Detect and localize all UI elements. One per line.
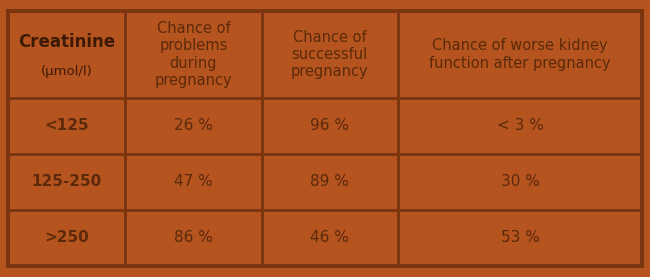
Bar (398, 210, 642, 266)
Bar (261, 154, 398, 210)
Bar (261, 11, 398, 98)
Bar (125, 154, 261, 210)
Text: 89 %: 89 % (310, 174, 349, 189)
Text: (μmol/l): (μmol/l) (40, 65, 92, 78)
Text: 46 %: 46 % (310, 230, 349, 245)
Bar (8, 11, 125, 98)
Bar (8, 98, 125, 154)
Bar (398, 98, 642, 154)
Text: 53 %: 53 % (500, 230, 540, 245)
Bar (398, 154, 642, 210)
Bar (398, 11, 642, 98)
Text: Chance of
successful
pregnancy: Chance of successful pregnancy (291, 30, 369, 79)
Text: Creatinine: Creatinine (18, 33, 115, 51)
Text: < 3 %: < 3 % (497, 118, 543, 133)
Text: 26 %: 26 % (174, 118, 213, 133)
Bar (8, 210, 125, 266)
Text: >250: >250 (44, 230, 89, 245)
Text: 47 %: 47 % (174, 174, 213, 189)
Text: 30 %: 30 % (500, 174, 540, 189)
Bar (125, 210, 261, 266)
Bar (125, 98, 261, 154)
Text: <125: <125 (44, 118, 89, 133)
Bar (261, 98, 398, 154)
Text: 96 %: 96 % (310, 118, 349, 133)
Text: Chance of worse kidney
function after pregnancy: Chance of worse kidney function after pr… (429, 38, 611, 71)
Text: 125-250: 125-250 (31, 174, 101, 189)
Bar (125, 11, 261, 98)
Bar (261, 210, 398, 266)
Bar (8, 154, 125, 210)
Text: Chance of
problems
during
pregnancy: Chance of problems during pregnancy (155, 21, 232, 88)
Text: 86 %: 86 % (174, 230, 213, 245)
